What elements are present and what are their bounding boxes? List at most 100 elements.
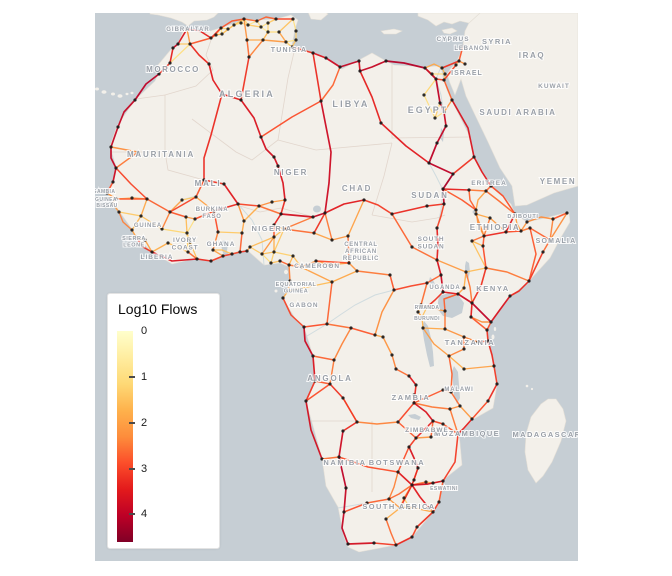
- flow-edge: [526, 216, 554, 223]
- flow-edge: [443, 64, 457, 81]
- network-node: [467, 188, 471, 192]
- flow-edge: [221, 93, 242, 101]
- network-node: [462, 335, 466, 339]
- flow-edge: [442, 423, 459, 435]
- flow-edge: [237, 203, 245, 222]
- flow-edge: [520, 221, 528, 232]
- flow-edge: [115, 151, 139, 169]
- country-label-botswana: BOTSWANA: [369, 458, 426, 467]
- flow-edge: [457, 418, 473, 435]
- network-node: [109, 145, 113, 149]
- flow-edge: [448, 355, 465, 370]
- flow-edge: [279, 260, 290, 266]
- network-node: [447, 354, 451, 358]
- flow-edge: [167, 242, 189, 253]
- flow-edge: [443, 99, 453, 113]
- flow-edge: [430, 420, 434, 438]
- flow-edge: [324, 199, 365, 214]
- network-node: [313, 379, 317, 383]
- network-node: [390, 353, 394, 357]
- network-node: [443, 327, 447, 331]
- flow-edge: [195, 196, 215, 212]
- flow-edge: [282, 297, 305, 328]
- flow-edge: [300, 260, 317, 268]
- flow-edge: [320, 100, 332, 214]
- network-node: [421, 326, 425, 330]
- network-node: [476, 340, 480, 344]
- network-node: [346, 234, 350, 238]
- network-node: [221, 254, 225, 258]
- flow-edge: [442, 433, 459, 482]
- flow-edge: [203, 179, 225, 185]
- flow-edge: [338, 456, 347, 489]
- network-node: [347, 261, 351, 265]
- network-node: [412, 478, 416, 482]
- legend-tick-mark: [129, 421, 135, 424]
- country-label-ethiopia: ETHIOPIA: [470, 223, 521, 232]
- flow-edge: [471, 267, 487, 304]
- network-node: [180, 198, 184, 202]
- flow-edge: [388, 498, 401, 509]
- network-node: [355, 269, 359, 273]
- flow-edge: [261, 236, 275, 255]
- network-node: [355, 420, 359, 424]
- network-node: [427, 506, 431, 510]
- flow-edge: [459, 405, 473, 420]
- flow-edge: [194, 210, 215, 220]
- flow-edge: [426, 291, 444, 308]
- network-node: [319, 99, 323, 103]
- flow-edge: [305, 380, 316, 402]
- flow-edge: [440, 274, 444, 293]
- flow-edge: [288, 264, 291, 282]
- network-node: [565, 211, 569, 215]
- flow-edge: [146, 198, 171, 213]
- network-node: [202, 178, 206, 182]
- network-node: [277, 30, 281, 34]
- flow-edge: [470, 316, 492, 323]
- network-node: [442, 78, 446, 82]
- network-node: [458, 404, 462, 408]
- flow-edge: [247, 20, 258, 26]
- legend-title: Log10 Flows: [118, 301, 198, 317]
- flow-edge: [111, 202, 120, 213]
- flow-edge: [223, 183, 239, 205]
- flow-edge: [341, 511, 349, 545]
- network-node: [171, 46, 175, 50]
- flow-edge: [343, 487, 347, 513]
- flow-edge: [169, 43, 191, 64]
- flow-edge: [312, 355, 316, 382]
- network-node: [441, 187, 445, 191]
- flow-edge: [482, 245, 487, 269]
- flow-edge: [422, 327, 450, 357]
- lake: [429, 277, 436, 287]
- legend-tick-label: 2: [141, 416, 148, 429]
- legend-tick-mark: [129, 467, 135, 470]
- country-label-namibia: NAMIBIA: [323, 458, 366, 467]
- country-label-iraq: IRAQ: [519, 51, 545, 60]
- flow-edge: [528, 251, 544, 282]
- flow-edge: [343, 502, 368, 513]
- network-node: [245, 249, 249, 253]
- network-node: [492, 364, 496, 368]
- network-node: [278, 259, 282, 263]
- flow-edge: [436, 259, 467, 273]
- flow-edge: [450, 391, 461, 407]
- flow-edge: [529, 227, 551, 241]
- network-node: [527, 279, 531, 283]
- flow-edge: [411, 246, 438, 261]
- flow-edge: [312, 355, 335, 361]
- flow-edge: [292, 255, 302, 268]
- flow-edge: [382, 336, 393, 356]
- network-node: [416, 466, 420, 470]
- network-node: [489, 320, 493, 324]
- network-node: [157, 72, 161, 76]
- flow-edge: [106, 192, 117, 200]
- network-node: [259, 25, 263, 29]
- flow-edge: [314, 380, 331, 385]
- island: [117, 94, 123, 98]
- network-node: [216, 230, 220, 234]
- flow-edge: [552, 212, 568, 220]
- flow-edge: [528, 227, 537, 282]
- flow-edge: [374, 289, 395, 336]
